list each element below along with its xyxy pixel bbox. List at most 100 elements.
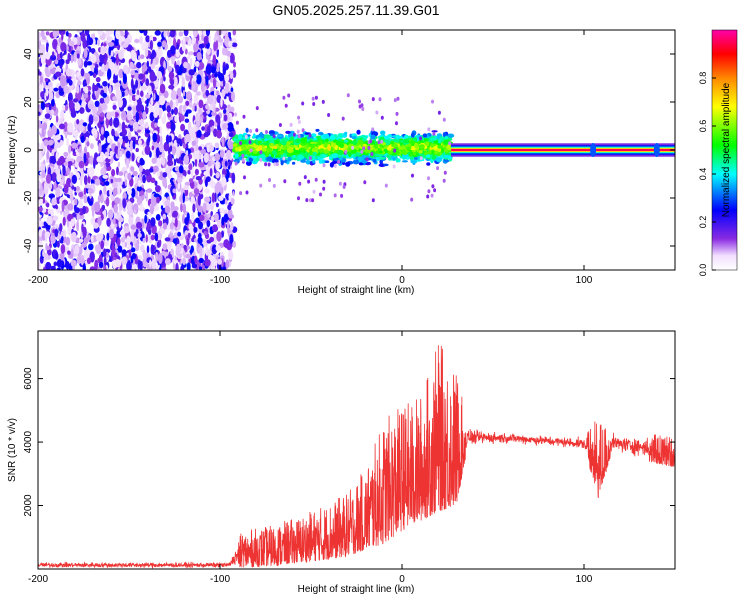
spectrogram-noise-blob bbox=[157, 241, 160, 248]
spectrogram-noise-blob bbox=[53, 182, 56, 190]
spectrogram-noise-blob bbox=[201, 126, 205, 131]
spectrogram-noise-blob bbox=[209, 145, 214, 152]
spectrogram-noise-blob bbox=[53, 216, 59, 221]
spectrogram-noise-blob bbox=[185, 254, 190, 259]
spectrogram-noise-blob bbox=[167, 50, 172, 58]
spectrogram-noise-blob bbox=[167, 112, 171, 117]
spectrogram-noise-blob bbox=[209, 35, 211, 44]
spectrogram-noise-blob bbox=[109, 85, 112, 94]
spectrogram-noise-blob bbox=[66, 167, 70, 175]
spectrogram-noise-blob bbox=[226, 150, 232, 160]
spectrogram-band-speck bbox=[380, 140, 383, 144]
spectrogram-band-blob bbox=[362, 138, 366, 141]
spectrogram-noise-blob bbox=[140, 90, 144, 97]
spectrogram-band-speck bbox=[372, 97, 375, 101]
spectrogram-band-blob bbox=[438, 139, 441, 144]
spectrogram-noise-blob bbox=[118, 50, 124, 60]
spectrogram-noise-blob bbox=[166, 122, 171, 129]
spectrogram-band-blob bbox=[437, 145, 442, 149]
spectrogram-noise-blob bbox=[195, 61, 199, 67]
spectrogram-noise-blob bbox=[229, 132, 233, 137]
spectrogram-noise-blob bbox=[162, 176, 167, 187]
spectrogram-noise-blob bbox=[67, 251, 71, 255]
spectrogram-noise-blob bbox=[45, 78, 49, 82]
colorbar-tick-label: 0.4 bbox=[698, 168, 708, 181]
spectrogram-noise-blob bbox=[86, 152, 89, 159]
spectrogram-band-speck bbox=[250, 148, 253, 152]
spectrogram-noise-blob bbox=[213, 77, 216, 88]
spectrogram-noise-blob bbox=[222, 104, 227, 109]
spectrogram-noise-blob bbox=[109, 80, 113, 85]
spectrogram-band-speck bbox=[293, 133, 296, 137]
spectrogram-noise-blob bbox=[48, 82, 53, 88]
spectrogram-band-speck bbox=[378, 140, 381, 144]
spectrogram-band-blob bbox=[287, 149, 294, 154]
spectrogram-noise-blob bbox=[134, 121, 139, 131]
spectrogram-band-blob bbox=[281, 160, 284, 165]
spectrogram-noise-blob bbox=[72, 175, 77, 184]
spectrogram-noise-blob bbox=[221, 177, 226, 187]
spectrogram-noise-blob bbox=[192, 203, 195, 212]
spectrogram-noise-blob bbox=[138, 73, 144, 80]
spectrogram-band-speck bbox=[427, 127, 430, 131]
spectrogram-band-speck bbox=[339, 182, 342, 186]
spectrogram-noise-blob bbox=[207, 95, 213, 104]
snr-marks bbox=[38, 345, 675, 568]
spectrogram-noise-blob bbox=[222, 47, 226, 55]
spectrogram-noise-blob bbox=[55, 168, 60, 174]
spectrogram-band-blob bbox=[235, 147, 240, 150]
spectrogram-band-blob bbox=[425, 142, 429, 145]
spectrogram-noise-blob bbox=[232, 241, 236, 248]
spectrogram-noise-blob bbox=[52, 51, 54, 57]
spectrogram-band-speck bbox=[282, 96, 285, 100]
spectrogram-noise-blob bbox=[91, 54, 97, 63]
spectrogram-band-blob bbox=[235, 153, 239, 157]
spectrogram-noise-blob bbox=[227, 51, 232, 57]
spectrogram-band-speck bbox=[366, 157, 369, 161]
spectrogram-noise-blob bbox=[76, 85, 80, 94]
spectrogram-noise-blob bbox=[145, 169, 150, 176]
spectrogram-noise-blob bbox=[162, 214, 166, 220]
spectrogram-noise-blob bbox=[150, 54, 155, 60]
spectrogram-band-speck bbox=[249, 140, 252, 144]
spectrogram-band-blob bbox=[253, 151, 257, 154]
spectrogram-noise-blob bbox=[63, 152, 68, 157]
spectrogram-band-speck bbox=[395, 121, 398, 125]
spectrogram-noise-blob bbox=[227, 115, 230, 121]
spectrogram-noise-blob bbox=[163, 243, 168, 250]
spectrogram-band-blob bbox=[300, 138, 307, 144]
spectrogram-band-speck bbox=[367, 146, 370, 150]
spectrogram-noise-blob bbox=[131, 256, 134, 264]
spectrogram-band-speck bbox=[298, 134, 301, 138]
spectrogram-noise-blob bbox=[78, 76, 83, 80]
spectrogram-band-blob bbox=[253, 145, 259, 148]
spectrogram-noise-blob bbox=[150, 40, 153, 50]
spectrogram-noise-blob bbox=[171, 90, 177, 100]
spectrogram-noise-blob bbox=[48, 140, 54, 146]
spectrogram-noise-blob bbox=[104, 257, 107, 267]
spectrogram-noise-blob bbox=[99, 254, 102, 261]
spectrogram-noise-blob bbox=[73, 98, 78, 102]
spectrogram-band-blob bbox=[292, 162, 295, 165]
spectrogram-band-speck bbox=[431, 194, 434, 198]
spectrogram-noise-blob bbox=[122, 198, 126, 208]
spectrogram-noise-blob bbox=[111, 244, 114, 250]
spectrogram-band-speck bbox=[259, 150, 262, 154]
spectrogram-noise-blob bbox=[213, 104, 216, 113]
spectrogram-noise-blob bbox=[201, 35, 204, 42]
spectrogram-noise-blob bbox=[118, 138, 123, 143]
spectrogram-noise-blob bbox=[151, 63, 156, 69]
spectrogram-noise-blob bbox=[100, 168, 105, 176]
spectrogram-noise-blob bbox=[136, 148, 139, 152]
spectrogram-noise-blob bbox=[233, 61, 236, 67]
spectrogram-noise-blob bbox=[189, 163, 193, 170]
spectrogram-band-blob bbox=[283, 146, 287, 150]
spectrogram-noise-blob bbox=[231, 173, 235, 184]
spectrogram-noise-blob bbox=[211, 216, 215, 222]
spectrogram-band-speck bbox=[276, 162, 279, 166]
spectrogram-band-speck bbox=[394, 98, 397, 102]
spectrogram-band-speck bbox=[361, 107, 364, 111]
spectrogram-band-speck bbox=[290, 123, 293, 127]
spectrogram-noise-blob bbox=[159, 126, 162, 135]
